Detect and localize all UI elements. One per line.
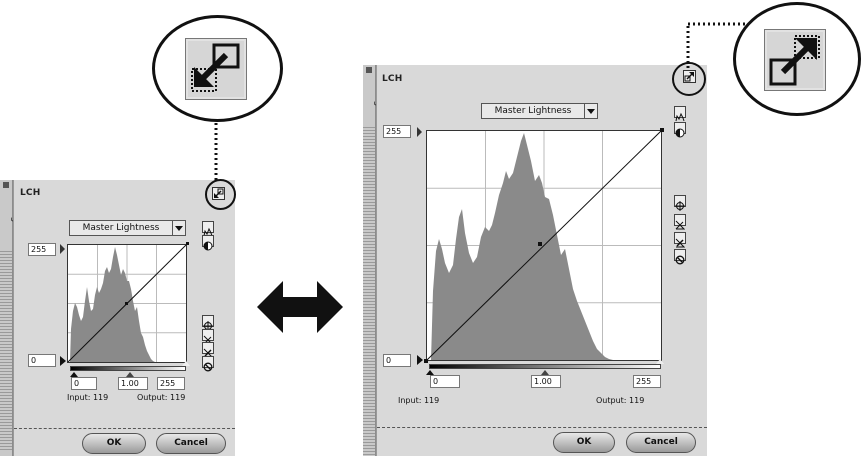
input-readout: Input: 119 [67,393,109,402]
histogram-tool-button[interactable] [674,106,686,122]
top-level-marker [417,127,422,137]
curve-tool-1[interactable] [674,214,686,230]
top-level-field[interactable]: 255 [28,243,56,256]
curve-plot[interactable] [67,244,187,363]
reset-tool[interactable] [202,356,214,372]
gamma-slider[interactable] [126,372,134,377]
input-gradient-bar [429,364,661,369]
white-point-field[interactable]: 255 [633,375,661,388]
double-arrow-icon [257,281,343,333]
input-gradient-bar [70,366,186,371]
histogram-icon [675,112,685,122]
input-readout: Input: 119 [398,396,440,405]
settings-tab-icon-large[interactable] [366,67,372,73]
black-point-field[interactable]: 0 [71,377,97,390]
channel-dropdown-arrow[interactable] [172,220,186,236]
histogram-area [70,247,155,362]
histogram-curve-graph [427,131,661,360]
channel-dropdown[interactable]: Master Lightness [69,220,173,236]
curve-eyedropper-icon-2 [675,238,686,248]
footer-divider [377,427,707,428]
channel-dropdown-arrow[interactable] [584,103,598,119]
histogram-area [431,133,613,360]
collapse-zoom-callout [152,15,283,122]
settings-tab-icon-small[interactable] [3,182,9,188]
contrast-tool-button[interactable] [674,122,686,138]
top-right-handle[interactable] [186,242,189,245]
contrast-icon [675,128,685,138]
reset-icon [675,255,685,265]
gamma-field[interactable]: 1.00 [531,375,561,388]
bottom-level-field[interactable]: 0 [383,354,411,367]
curve-eyedropper-icon [675,220,686,230]
output-readout: Output: 119 [596,396,645,405]
channel-dropdown[interactable]: Master Lightness [481,103,585,119]
bottom-level-field[interactable]: 0 [28,354,56,367]
settings-side-strip-large [363,65,376,456]
white-point-field[interactable]: 255 [157,377,185,390]
lch-panel-large: LCH Master Lightness 255 0 0 [376,65,707,456]
panel-title: LCH [20,188,41,198]
top-right-handle[interactable] [660,128,664,132]
output-readout: Output: 119 [137,393,186,402]
add-point-tool[interactable] [674,195,686,211]
contrast-icon [203,241,213,251]
bottom-level-marker [60,356,66,366]
ok-button[interactable]: OK [82,433,146,454]
add-point-tool[interactable] [202,315,214,331]
lch-panel-small: LCH Master Lightness 255 0 0 1. [13,180,235,456]
histogram-curve-graph [68,245,186,362]
black-point-slider[interactable] [70,372,78,377]
gamma-slider[interactable] [541,370,549,375]
black-point-field[interactable]: 0 [430,375,460,388]
histogram-tool-button[interactable] [202,221,214,237]
top-level-field[interactable]: 255 [383,125,411,138]
reset-icon [203,362,213,372]
gamma-field[interactable]: 1.00 [118,377,148,390]
cancel-button[interactable]: Cancel [626,432,696,453]
ok-button[interactable]: OK [553,432,615,453]
footer-divider [14,428,235,429]
callout-dotted-line-left [214,118,218,180]
contrast-tool-button[interactable] [202,235,214,251]
white-point-slider[interactable] [656,359,664,364]
top-level-marker [60,244,65,254]
collapse-highlight-ring [205,179,236,210]
collapse-arrow-icon [188,41,244,97]
histogram-icon [203,227,213,237]
expand-zoom-callout [733,2,861,116]
cancel-button[interactable]: Cancel [156,433,226,454]
bottom-left-handle[interactable] [424,359,428,363]
white-point-slider[interactable] [182,361,190,366]
callout-dotted-line-right [686,22,745,68]
expand-arrow-icon [767,32,823,88]
black-point-slider[interactable] [426,370,434,375]
curve-tool-2[interactable] [674,232,686,248]
bottom-level-marker [417,355,423,365]
settings-side-strip-small [0,180,13,456]
panel-title: LCH [382,74,403,84]
reset-tool[interactable] [674,249,686,265]
curve-plot[interactable] [426,130,662,361]
crosshair-icon [675,201,685,211]
curve-tool-2[interactable] [202,342,214,358]
curve-tool-1[interactable] [202,329,214,345]
